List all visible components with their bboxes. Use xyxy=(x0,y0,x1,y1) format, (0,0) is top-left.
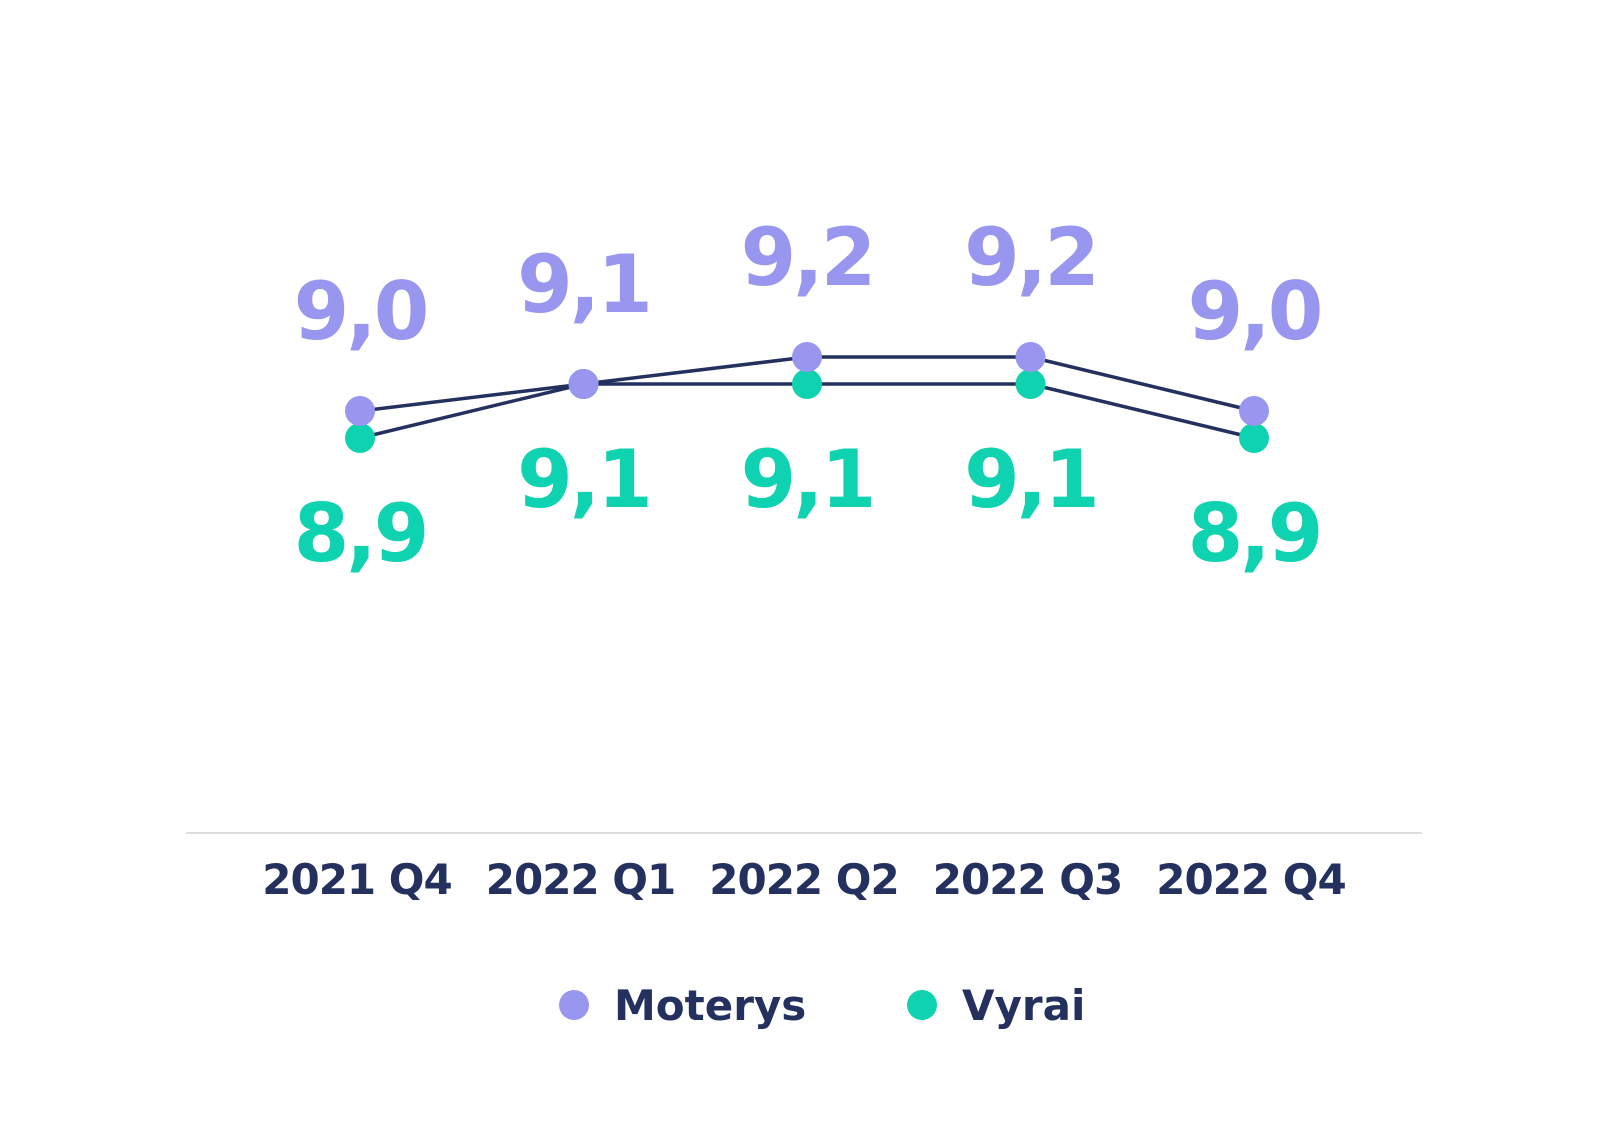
data-label-vyrai: 9,1 xyxy=(964,433,1097,526)
data-point-vyrai xyxy=(1239,423,1269,453)
x-tick-label: 2021 Q4 xyxy=(262,855,451,904)
data-point-moterys xyxy=(1015,342,1046,372)
x-tick-label: 2022 Q4 xyxy=(1156,855,1345,904)
data-point-vyrai xyxy=(792,369,822,399)
legend: Moterys Vyrai xyxy=(559,981,1085,1030)
legend-label: Vyrai xyxy=(962,981,1085,1030)
data-label-moterys: 9,0 xyxy=(294,265,427,358)
data-point-vyrai xyxy=(1015,369,1046,399)
data-point-vyrai xyxy=(345,423,375,453)
data-labels: 9,0 9,1 9,2 9,2 9,0 8,9 9,1 9,1 9,1 8,9 xyxy=(294,211,1324,580)
x-tick-label: 2022 Q3 xyxy=(933,855,1122,904)
data-label-vyrai: 8,9 xyxy=(294,487,427,580)
data-label-moterys: 9,2 xyxy=(741,211,874,304)
data-label-moterys: 9,2 xyxy=(964,211,1097,304)
data-point-moterys xyxy=(568,369,599,399)
data-point-moterys xyxy=(1239,396,1269,426)
data-label-vyrai: 9,1 xyxy=(741,433,874,526)
x-tick-label: 2022 Q1 xyxy=(486,855,675,904)
legend-item-vyrai: Vyrai xyxy=(907,981,1085,1030)
legend-marker xyxy=(559,990,589,1020)
series-points xyxy=(345,342,1269,453)
data-label-moterys: 9,0 xyxy=(1188,265,1321,358)
data-point-moterys xyxy=(792,342,822,372)
legend-marker xyxy=(907,990,937,1020)
legend-item-moterys: Moterys xyxy=(559,981,806,1030)
x-tick-label: 2022 Q2 xyxy=(709,855,898,904)
x-axis-tick-labels: 2021 Q4 2022 Q1 2022 Q2 2022 Q3 2022 Q4 xyxy=(262,855,1346,904)
data-label-vyrai: 8,9 xyxy=(1188,487,1321,580)
legend-label: Moterys xyxy=(614,981,806,1030)
data-point-moterys xyxy=(345,396,375,426)
data-label-vyrai: 9,1 xyxy=(517,433,650,526)
data-label-moterys: 9,1 xyxy=(517,238,650,331)
